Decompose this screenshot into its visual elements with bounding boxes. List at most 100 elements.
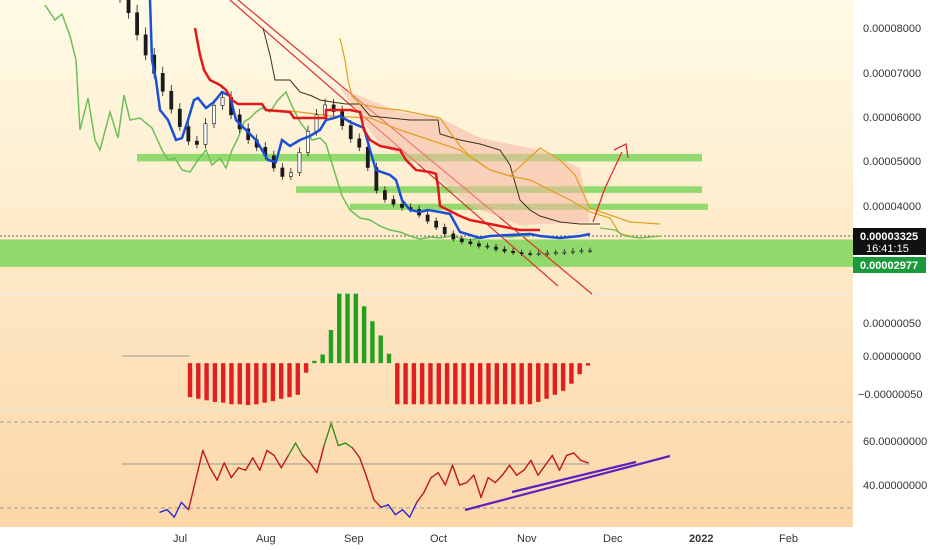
rsi-segment (223, 462, 233, 479)
histogram-bar (494, 363, 499, 405)
histogram-bar (245, 363, 251, 406)
rsi-segment (508, 464, 518, 476)
rsi-segment (294, 442, 304, 457)
candle-body (331, 104, 336, 112)
price-tick-label: 0.00006000 (863, 112, 921, 124)
rsi-segment (544, 454, 554, 466)
histogram-bar (444, 363, 450, 405)
histogram-bar (544, 363, 549, 399)
histogram-bar (411, 363, 417, 405)
histogram-bar (478, 363, 483, 405)
candle-body (195, 140, 199, 145)
time-tick-label: Sep (344, 533, 364, 545)
rsi-segment (230, 467, 240, 479)
rsi-segment (473, 474, 482, 499)
candle-body (528, 253, 533, 255)
histogram-bar (536, 363, 541, 402)
rsi-segment (351, 447, 361, 459)
time-axis-background (0, 527, 853, 550)
candle-body (494, 246, 498, 250)
rsi-segment (337, 442, 347, 447)
time-axis[interactable]: Jul Aug Sep Oct Nov Dec 2022 Feb (173, 533, 798, 545)
histogram-bar (569, 363, 574, 384)
histogram-bar (254, 363, 259, 405)
histogram-bar (270, 363, 276, 402)
candle-body (579, 250, 584, 253)
histogram-bar (196, 363, 201, 399)
candle-body (212, 105, 216, 125)
histogram-bar (560, 363, 566, 391)
macd-tick-label: 0.00000000 (863, 351, 921, 363)
histogram-bar (229, 363, 234, 405)
time-tick-label: Aug (256, 533, 276, 545)
rsi-segment (287, 442, 297, 457)
rsi-segment (530, 459, 539, 476)
histogram-bar (419, 363, 425, 405)
time-tick-label: Dec (603, 533, 623, 545)
time-tick-label: Jul (173, 533, 187, 545)
rsi-segment (480, 476, 489, 499)
rsi-segment (252, 457, 261, 471)
rsi-segment (551, 454, 561, 471)
histogram-bar (279, 363, 284, 399)
price-axis-background (853, 0, 932, 550)
rsi-segment (580, 459, 589, 464)
candle-body (511, 250, 515, 253)
candle-body (588, 250, 592, 253)
rsi-segment (494, 474, 504, 484)
rsi-support-line-short[interactable] (511, 460, 637, 494)
rsi-line (159, 422, 589, 518)
histogram-bar (395, 363, 400, 405)
candle-body (177, 108, 182, 127)
macd-tick-label: 0.00000050 (863, 318, 921, 330)
histogram-bar (386, 353, 392, 364)
candle-body (220, 97, 225, 106)
candle-body (357, 138, 362, 148)
candle-body (280, 167, 285, 177)
histogram-bar (428, 363, 433, 405)
candle-body (169, 90, 174, 110)
candle-body (400, 203, 404, 208)
rsi-support-line-long[interactable] (464, 454, 671, 512)
candle-body (485, 245, 490, 248)
candle-body (297, 152, 302, 173)
candle-body (135, 12, 139, 36)
rsi-segment (458, 481, 468, 486)
histogram-bar (511, 363, 516, 405)
last-price-tag (853, 228, 926, 255)
time-tick-label: Feb (779, 533, 798, 545)
histogram-bar (320, 354, 325, 364)
histogram-bar (502, 363, 508, 405)
rsi-segment (523, 459, 532, 471)
time-tick-label: Oct (430, 533, 447, 545)
histogram-bar (585, 363, 591, 366)
rsi-segment (166, 509, 175, 518)
rsi-segment (515, 469, 525, 476)
rsi-segment (301, 454, 311, 464)
histogram-bar (295, 363, 300, 395)
histogram-bar (378, 335, 383, 364)
rsi-segment (537, 464, 546, 476)
time-tick-label: 2022 (689, 533, 713, 545)
histogram-bar (337, 293, 342, 364)
rsi-segment (344, 442, 354, 449)
rsi-segment (216, 462, 225, 481)
rsi-segment (416, 491, 425, 504)
rsi-segment (430, 472, 439, 479)
candle-body (545, 252, 550, 255)
candle-body (451, 233, 456, 240)
rsi-segment (501, 464, 511, 476)
candle-body (383, 190, 387, 200)
macd-histogram (187, 293, 591, 406)
price-tick-label: 0.00008000 (863, 23, 921, 35)
rsi-segment (387, 504, 397, 516)
rsi-segment (444, 464, 454, 486)
last-price-value: 0.00003325 (860, 231, 918, 243)
rsi-tick-label: 60.00000000 (863, 436, 927, 448)
projection-arrowhead (613, 143, 629, 159)
price-axis[interactable]: 0.00008000 0.00007000 0.00006000 0.00005… (853, 23, 927, 492)
projection-arrow-line[interactable] (592, 151, 623, 223)
price-zone[interactable] (0, 239, 853, 267)
histogram-bar (370, 321, 375, 364)
histogram-bar (212, 363, 218, 402)
